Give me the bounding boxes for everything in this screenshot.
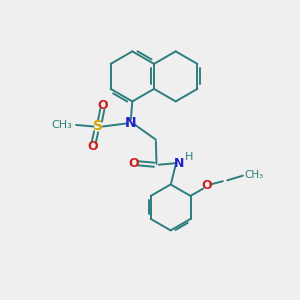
Text: S: S xyxy=(71,124,72,125)
Text: O: O xyxy=(128,157,139,170)
Text: S: S xyxy=(72,124,73,125)
Text: O: O xyxy=(201,179,212,192)
Text: N: N xyxy=(125,116,137,130)
Text: N: N xyxy=(174,157,184,170)
Text: CH₃: CH₃ xyxy=(52,120,73,130)
Text: O: O xyxy=(87,140,98,153)
Text: S: S xyxy=(94,119,103,134)
Text: O: O xyxy=(98,99,108,112)
Text: H: H xyxy=(185,152,193,162)
Text: CH₃: CH₃ xyxy=(244,170,263,180)
